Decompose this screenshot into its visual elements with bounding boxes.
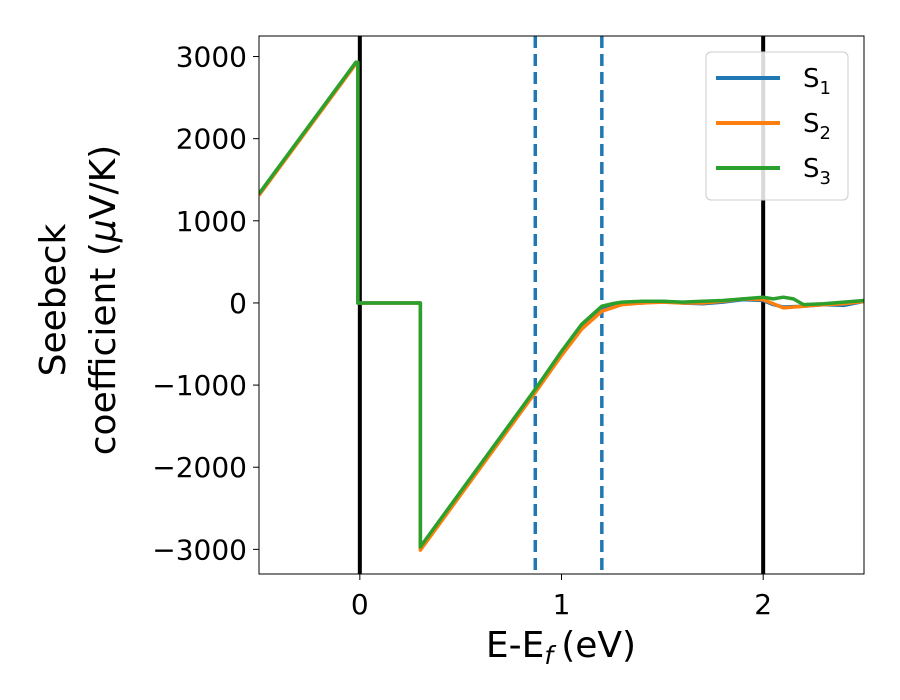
x-tick-label: 1 bbox=[553, 588, 571, 621]
y-axis-title-line1: Seebeck bbox=[33, 223, 74, 376]
x-axis-title-subscript: f bbox=[544, 641, 556, 670]
legend: S1 S2 S3 bbox=[705, 51, 849, 201]
y-tick-label: 3000 bbox=[176, 41, 247, 74]
y-tick-label: 0 bbox=[229, 287, 247, 320]
y-tick-label: −2000 bbox=[152, 451, 247, 484]
y-tick-label: 2000 bbox=[176, 123, 247, 156]
y-axis-title-prefix: coefficient ( bbox=[83, 242, 124, 455]
x-axis-title-unit: (eV) bbox=[561, 625, 636, 666]
y-axis-title: Seebeck coefficient (μV/K) bbox=[33, 145, 124, 455]
y-axis-title-mu: μ bbox=[83, 219, 124, 243]
legend-box bbox=[705, 51, 849, 201]
legend-label-s3: S3 bbox=[803, 154, 831, 189]
legend-label-s1: S1 bbox=[803, 64, 831, 99]
y-tick-label: −1000 bbox=[152, 369, 247, 402]
x-tick-label: 0 bbox=[351, 588, 369, 621]
x-tick-label: 2 bbox=[754, 588, 772, 621]
legend-label-s2: S2 bbox=[803, 109, 831, 144]
y-tick-label: −3000 bbox=[152, 533, 247, 566]
y-tick-label: 1000 bbox=[176, 205, 247, 238]
y-axis-title-line2: coefficient (μV/K) bbox=[83, 145, 124, 455]
y-axis-title-suffix: V/K) bbox=[83, 145, 124, 219]
x-axis-title-main: E-E bbox=[486, 625, 544, 666]
series-line-s3 bbox=[259, 60, 864, 549]
x-axis-title: E-Ef (eV) bbox=[486, 625, 636, 670]
